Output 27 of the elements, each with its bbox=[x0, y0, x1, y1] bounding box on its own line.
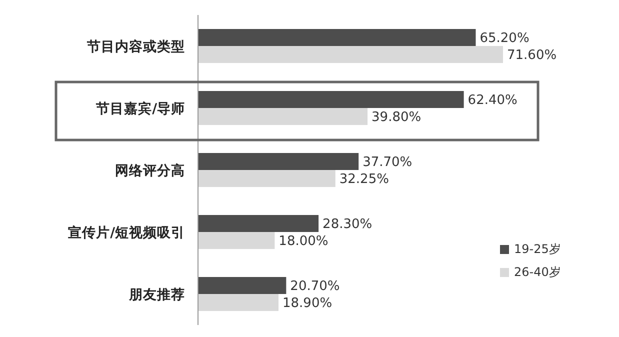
y-tick-label: 朋友推荐 bbox=[128, 287, 185, 303]
legend-label: 26-40岁 bbox=[514, 265, 561, 279]
bar bbox=[198, 277, 286, 294]
y-tick-label: 节目嘉宾/导师 bbox=[95, 100, 185, 117]
data-label: 62.40% bbox=[468, 93, 518, 108]
bar bbox=[198, 108, 368, 125]
y-tick-label: 宣传片/短视频吸引 bbox=[68, 224, 185, 241]
bar bbox=[198, 153, 359, 170]
legend-label: 19-25岁 bbox=[514, 242, 561, 256]
bar bbox=[198, 29, 476, 46]
data-label: 71.60% bbox=[507, 48, 557, 63]
y-tick-label: 节目内容或类型 bbox=[86, 38, 185, 55]
data-label: 20.70% bbox=[290, 279, 340, 294]
bar bbox=[198, 294, 279, 311]
data-label: 18.00% bbox=[278, 234, 328, 249]
data-label: 28.30% bbox=[322, 217, 372, 232]
data-label: 32.25% bbox=[339, 172, 389, 187]
bar bbox=[198, 232, 275, 249]
data-label: 18.90% bbox=[282, 296, 332, 311]
y-tick-label: 网络评分高 bbox=[115, 162, 185, 179]
bar bbox=[198, 46, 503, 63]
data-label: 37.70% bbox=[362, 155, 412, 170]
bar bbox=[198, 170, 336, 187]
data-label: 65.20% bbox=[480, 31, 530, 46]
bar bbox=[198, 215, 319, 232]
bar bbox=[198, 91, 464, 108]
data-label: 39.80% bbox=[372, 110, 422, 125]
